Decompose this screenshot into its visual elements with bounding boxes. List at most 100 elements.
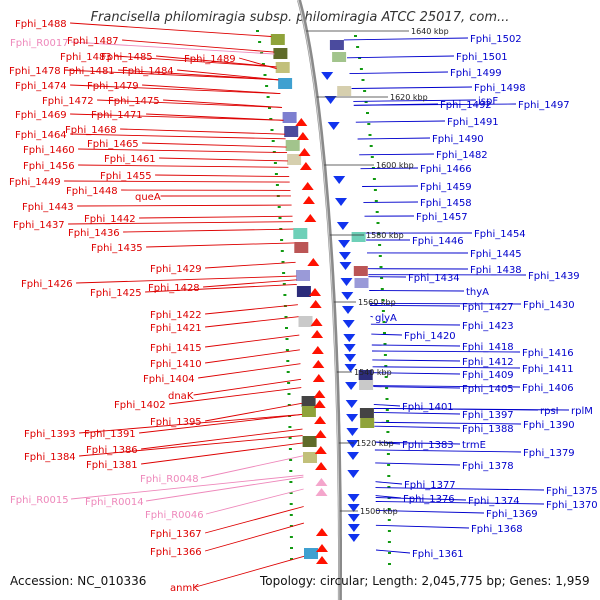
- right-connector: [374, 425, 461, 429]
- left-connector: [64, 69, 279, 81]
- right-gene-label: Fphi_1457: [416, 212, 468, 223]
- right-gene-label: Fphi_1430: [523, 300, 575, 311]
- left-connector: [203, 279, 297, 288]
- analysis-block: [354, 278, 369, 288]
- left-gene-label: Fphi_1484: [122, 66, 174, 77]
- reverse-gene-arrow: [339, 262, 352, 270]
- right-gene-label: Fphi_1438: [470, 265, 522, 276]
- left-gene-label: Fphi_1478: [9, 66, 61, 77]
- right-gene-label: Fphi_1445: [470, 249, 522, 260]
- kbp-label: 1560 kbp: [358, 298, 396, 307]
- left-gene-label: Fphi_1483: [60, 52, 112, 63]
- kbp-label: 1520 kbp: [356, 439, 394, 448]
- right-connector: [346, 55, 455, 59]
- tick-mark: [280, 239, 284, 241]
- left-gene-label: Fphi_1395: [150, 417, 202, 428]
- right-connector: [373, 407, 570, 411]
- left-connector: [78, 164, 289, 168]
- right-connector: [375, 509, 485, 514]
- tick-mark: [383, 332, 386, 334]
- reverse-gene-arrow: [335, 198, 347, 206]
- right-gene-label: Fphi_1466: [420, 164, 472, 175]
- tick-mark: [381, 310, 385, 312]
- reverse-gene-arrow: [345, 382, 358, 390]
- right-gene-label: Fphi_1411: [522, 364, 574, 375]
- tick-mark: [273, 162, 277, 164]
- tick-mark: [364, 101, 368, 103]
- right-connector: [374, 441, 461, 445]
- right-connector: [372, 359, 461, 362]
- tick-mark: [386, 453, 390, 455]
- right-gene-label: Fphi_1458: [420, 198, 472, 209]
- right-gene-label: Fphi_1374: [468, 496, 520, 507]
- tick-mark: [271, 140, 275, 142]
- analysis-block: [351, 232, 366, 242]
- analysis-block: [287, 154, 302, 165]
- left-gene-label: Fphi_1425: [90, 288, 142, 299]
- reverse-gene-arrow: [333, 176, 346, 184]
- forward-gene-arrow: [312, 360, 325, 368]
- right-gene-label: Fphi_1434: [408, 273, 460, 284]
- right-gene-label: Fphi_1492: [440, 100, 492, 111]
- tick-mark: [289, 536, 293, 538]
- right-gene-label: Fphi_1420: [404, 331, 456, 342]
- left-connector: [169, 387, 302, 405]
- tick-mark: [359, 68, 363, 70]
- left-connector: [79, 435, 303, 457]
- reverse-gene-arrow: [342, 306, 354, 314]
- forward-gene-arrow: [313, 400, 326, 408]
- reverse-gene-arrow: [341, 292, 354, 300]
- forward-gene-arrow: [311, 346, 324, 354]
- reverse-gene-arrow: [327, 122, 340, 130]
- tick-mark: [382, 321, 386, 323]
- left-connector: [156, 55, 277, 68]
- right-gene-label: Fphi_1397: [462, 410, 514, 421]
- left-gene-label: Fphi_1402: [114, 400, 166, 411]
- left-gene-label: Fphi_1391: [84, 429, 136, 440]
- left-gene-label: Fphi_1474: [15, 81, 67, 92]
- right-gene-label: Fphi_1379: [523, 448, 575, 459]
- tick-mark: [356, 46, 360, 48]
- right-connector: [369, 304, 461, 307]
- right-gene-label: Fphi_1416: [522, 348, 574, 359]
- tick-mark: [385, 387, 389, 389]
- tick-mark: [286, 360, 290, 362]
- left-connector: [195, 555, 305, 588]
- forward-gene-arrow: [315, 528, 328, 536]
- tick-mark: [368, 134, 372, 136]
- analysis-block: [301, 406, 316, 417]
- tick-mark: [363, 90, 367, 92]
- tick-mark: [285, 338, 289, 340]
- left-gene-label: dnaK: [168, 391, 194, 402]
- left-gene-label: Fphi_1461: [104, 154, 156, 165]
- left-connector: [77, 204, 292, 207]
- reverse-gene-arrow: [338, 252, 351, 260]
- tick-mark: [290, 558, 293, 560]
- left-gene-label: Fphi_1443: [22, 202, 74, 213]
- rna-gene-arrow: [315, 488, 328, 496]
- left-gene-label: Fphi_1469: [15, 110, 67, 121]
- tick-mark: [288, 426, 292, 428]
- tick-mark: [269, 118, 273, 120]
- tick-mark: [281, 261, 285, 263]
- right-gene-label: Fphi_1490: [432, 134, 484, 145]
- right-gene-label: Fphi_1369: [486, 509, 538, 520]
- reverse-gene-arrow: [347, 534, 360, 542]
- reverse-gene-arrow: [340, 278, 353, 286]
- tick-mark: [266, 96, 270, 98]
- reverse-gene-arrow: [345, 400, 358, 408]
- right-gene-label: Fphi_1446: [412, 236, 464, 247]
- tick-mark: [284, 316, 288, 318]
- reverse-gene-arrow: [336, 222, 349, 230]
- tick-mark: [290, 547, 293, 549]
- kbp-label: 1640 kbp: [411, 27, 449, 36]
- tick-mark: [387, 475, 391, 477]
- left-connector: [146, 113, 284, 121]
- left-connector: [205, 334, 300, 348]
- left-connector: [155, 174, 290, 178]
- right-gene-label: trmE: [462, 440, 486, 451]
- analysis-block: [301, 396, 316, 407]
- left-gene-label: Fphi_1449: [9, 177, 61, 188]
- right-connector: [343, 37, 469, 41]
- left-gene-label: Fphi_1489: [184, 54, 236, 65]
